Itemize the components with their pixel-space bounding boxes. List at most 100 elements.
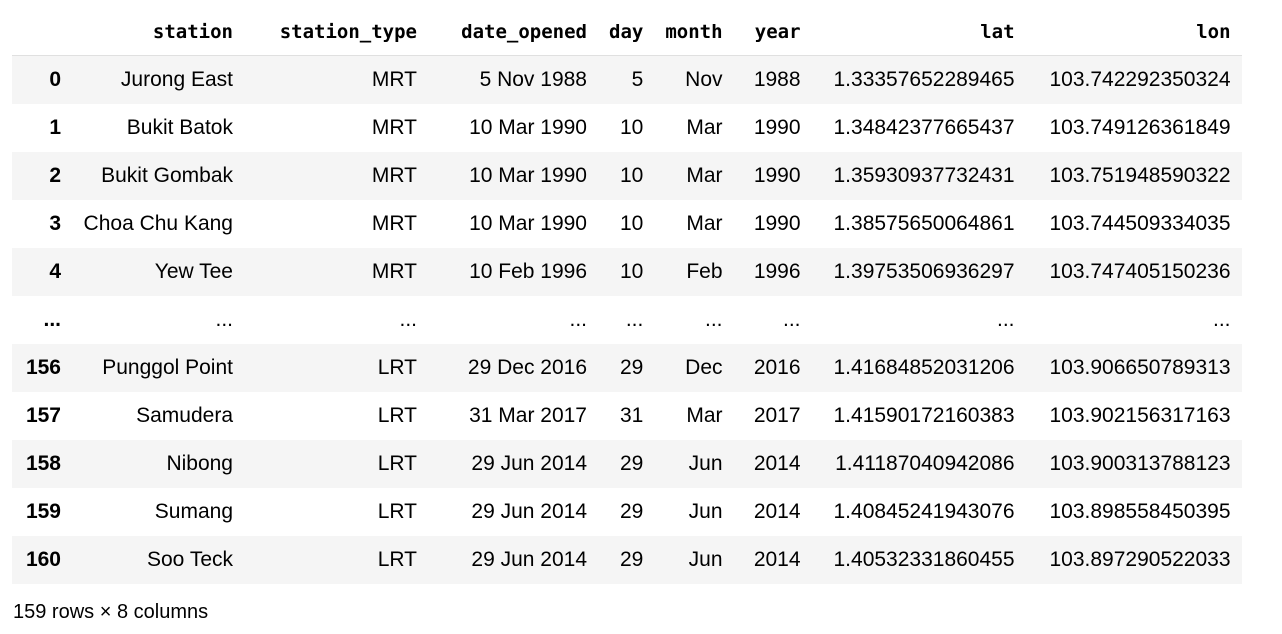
header-row: station station_type date_opened day mon… (12, 8, 1242, 56)
cell-lat: 1.41590172160383 (833, 404, 1015, 427)
cell-station: Sumang (154, 500, 233, 523)
cell-lat: 1.40845241943076 (833, 500, 1015, 523)
cell-year: 1990 (753, 164, 801, 187)
cell-date-opened: 31 Mar 2017 (469, 404, 587, 427)
cell-station: Bukit Gombak (101, 164, 233, 187)
cell-date-opened: 10 Mar 1990 (469, 212, 587, 235)
cell-year: 1988 (753, 68, 801, 91)
cell-lon: 103.902156317163 (1049, 404, 1231, 427)
cell-month: Jun (688, 500, 723, 523)
cell-year: 2014 (753, 548, 801, 571)
cell-year: 1990 (753, 212, 801, 235)
row-index-cell: 159 (25, 500, 61, 523)
column-header-station: station (72, 8, 244, 56)
cell-station-type: MRT (371, 68, 417, 91)
cell-lat: 1.40532331860455 (833, 548, 1015, 571)
cell-lat: 1.33357652289465 (833, 68, 1015, 91)
table-row: 1 Bukit Batok MRT 10 Mar 1990 10 Mar 1990 1.348… (12, 104, 1242, 152)
cell-station: Bukit Batok (126, 116, 233, 139)
table-row: ........................... (12, 296, 1242, 344)
table-row: 2 Bukit Gombak MRT 10 Mar 1990 10 Mar 1990 1.35… (12, 152, 1242, 200)
cell-lat: 1.41187040942086 (835, 452, 1015, 475)
cell-day: 31 (619, 404, 644, 427)
row-index-cell: 1 (49, 116, 61, 139)
cell-month: Nov (685, 68, 723, 91)
row-index-cell: 160 (25, 548, 61, 571)
cell-day: 10 (619, 116, 644, 139)
cell-day: 5 (631, 68, 644, 91)
table-header: station station_type date_opened day mon… (12, 8, 1242, 56)
cell-station-type: LRT (377, 500, 417, 523)
cell-lat: 1.41684852031206 (833, 356, 1015, 379)
cell-month: Mar (686, 164, 723, 187)
cell-station-type: MRT (371, 164, 417, 187)
cell-date-opened: 29 Jun 2014 (471, 452, 587, 475)
cell-lon: 103.749126361849 (1049, 116, 1231, 139)
cell-year: 2014 (753, 452, 801, 475)
cell-station: Jurong East (120, 68, 233, 91)
dataframe-table: station station_type date_opened day mon… (12, 8, 1242, 584)
cell-year: 2016 (753, 356, 801, 379)
cell-lat: 1.38575650064861 (833, 212, 1015, 235)
index-header (12, 8, 72, 56)
cell-lat: 1.34842377665437 (833, 116, 1015, 139)
cell-date-opened: 29 Jun 2014 (471, 500, 587, 523)
cell-lon: 103.900313788123 (1049, 452, 1231, 475)
cell-station: Soo Teck (147, 548, 233, 571)
cell-lat: 1.39753506936297 (833, 260, 1015, 283)
cell-lon: 103.897290522033 (1049, 548, 1231, 571)
dataframe-shape-text: 159 rows × 8 columns (13, 601, 209, 623)
cell-station-type: LRT (377, 452, 417, 475)
cell-station: Punggol Point (102, 356, 233, 379)
cell-station-type: MRT (371, 260, 417, 283)
cell-station: Yew Tee (154, 260, 233, 283)
row-index-cell: 2 (49, 164, 61, 187)
column-header-year: year (733, 8, 812, 56)
row-index-cell: 3 (49, 212, 61, 235)
table-row: 3 Choa Chu Kang MRT 10 Mar 1990 10 Mar 1990 1.3… (12, 200, 1242, 248)
cell-day: 10 (619, 260, 644, 283)
cell-day: 29 (619, 452, 644, 475)
cell-station: Samudera (136, 404, 233, 427)
cell-station: Nibong (166, 452, 233, 475)
column-header-station-type: station_type (244, 8, 428, 56)
table-row: 0 Jurong East MRT 5 Nov 1988 5 Nov 1988 1.33357… (12, 55, 1242, 104)
cell-day: 29 (619, 548, 644, 571)
cell-date-opened: 10 Mar 1990 (469, 116, 587, 139)
cell-month: Dec (685, 356, 723, 379)
row-index-cell: 158 (25, 452, 61, 475)
cell-lon: 103.751948590322 (1049, 164, 1231, 187)
cell-station-type: LRT (377, 548, 417, 571)
cell-month: Mar (686, 404, 723, 427)
table-row: 159 Sumang LRT 29 Jun 2014 29 Jun 2014 1.408452… (12, 488, 1242, 536)
table-row: 160 Soo Teck LRT 29 Jun 2014 29 Jun 2014 1.4053… (12, 536, 1242, 584)
table-row: 157 Samudera LRT 31 Mar 2017 31 Mar 2017 1.4159… (12, 392, 1242, 440)
cell-day: ... (625, 308, 644, 331)
column-header-month: month (654, 8, 734, 56)
row-index-cell: 4 (49, 260, 61, 283)
cell-lon: ... (1213, 308, 1231, 331)
table-row: 158 Nibong LRT 29 Jun 2014 29 Jun 2014 1.411870… (12, 440, 1242, 488)
cell-station-type: MRT (371, 116, 417, 139)
cell-date-opened: 5 Nov 1988 (479, 68, 587, 91)
cell-station-type: ... (399, 308, 417, 331)
cell-station: Choa Chu Kang (83, 212, 233, 235)
cell-lon: 103.906650789313 (1049, 356, 1231, 379)
cell-day: 10 (619, 212, 644, 235)
row-index-cell: 156 (25, 356, 61, 379)
dataframe-output: station station_type date_opened day mon… (12, 8, 1242, 584)
cell-station-type: LRT (377, 404, 417, 427)
cell-date-opened: ... (569, 308, 587, 331)
cell-month: Feb (686, 260, 723, 283)
cell-year: ... (783, 308, 801, 331)
row-index-cell: 0 (49, 68, 61, 91)
cell-day: 29 (619, 356, 644, 379)
cell-day: 10 (619, 164, 644, 187)
cell-lon: 103.744509334035 (1049, 212, 1231, 235)
cell-date-opened: 10 Mar 1990 (469, 164, 587, 187)
column-header-day: day (598, 8, 655, 56)
cell-year: 2014 (753, 500, 801, 523)
cell-lat: 1.35930937732431 (833, 164, 1015, 187)
cell-date-opened: 10 Feb 1996 (469, 260, 587, 283)
cell-station: ... (215, 308, 233, 331)
